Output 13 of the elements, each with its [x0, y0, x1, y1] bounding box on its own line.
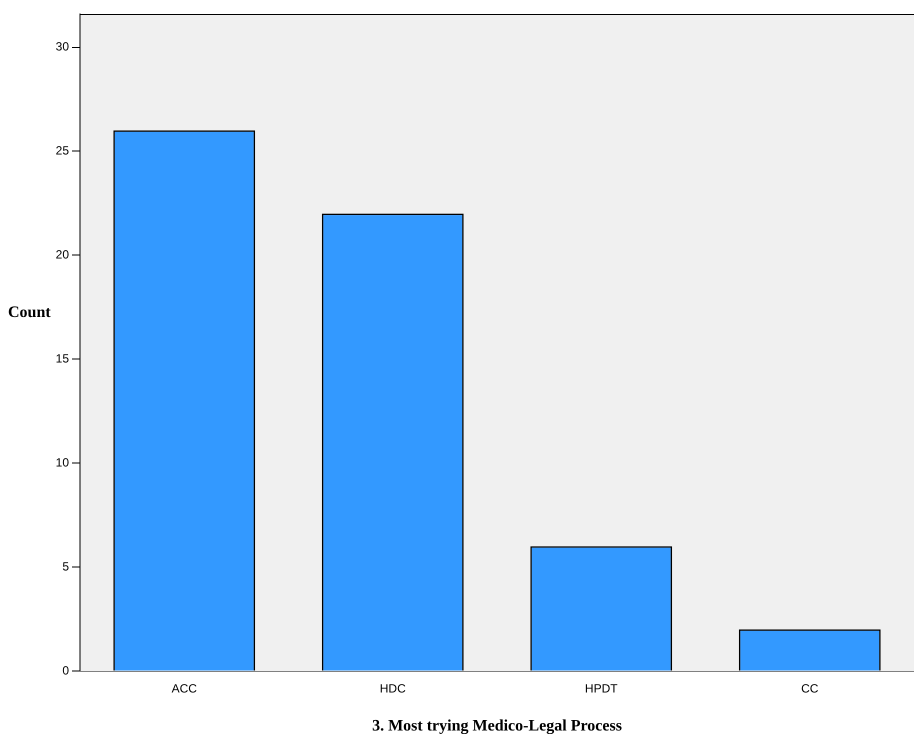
y-tick-label: 20: [56, 247, 70, 262]
y-tick-label: 10: [56, 455, 70, 470]
x-tick-label: HDC: [380, 682, 406, 696]
y-tick-label: 5: [62, 559, 70, 574]
x-tick-label: HPDT: [584, 682, 618, 696]
y-tick-label: 25: [56, 144, 70, 158]
y-tick-label: 30: [56, 40, 70, 54]
x-tick-label: CC: [801, 682, 819, 696]
y-axis-title: Count: [8, 304, 52, 322]
x-axis-title: 3. Most trying Medico-Legal Process: [372, 718, 622, 735]
x-tick-label: ACC: [172, 682, 198, 696]
y-tick-label: 15: [56, 351, 70, 366]
y-tick-label: 0: [62, 663, 70, 678]
